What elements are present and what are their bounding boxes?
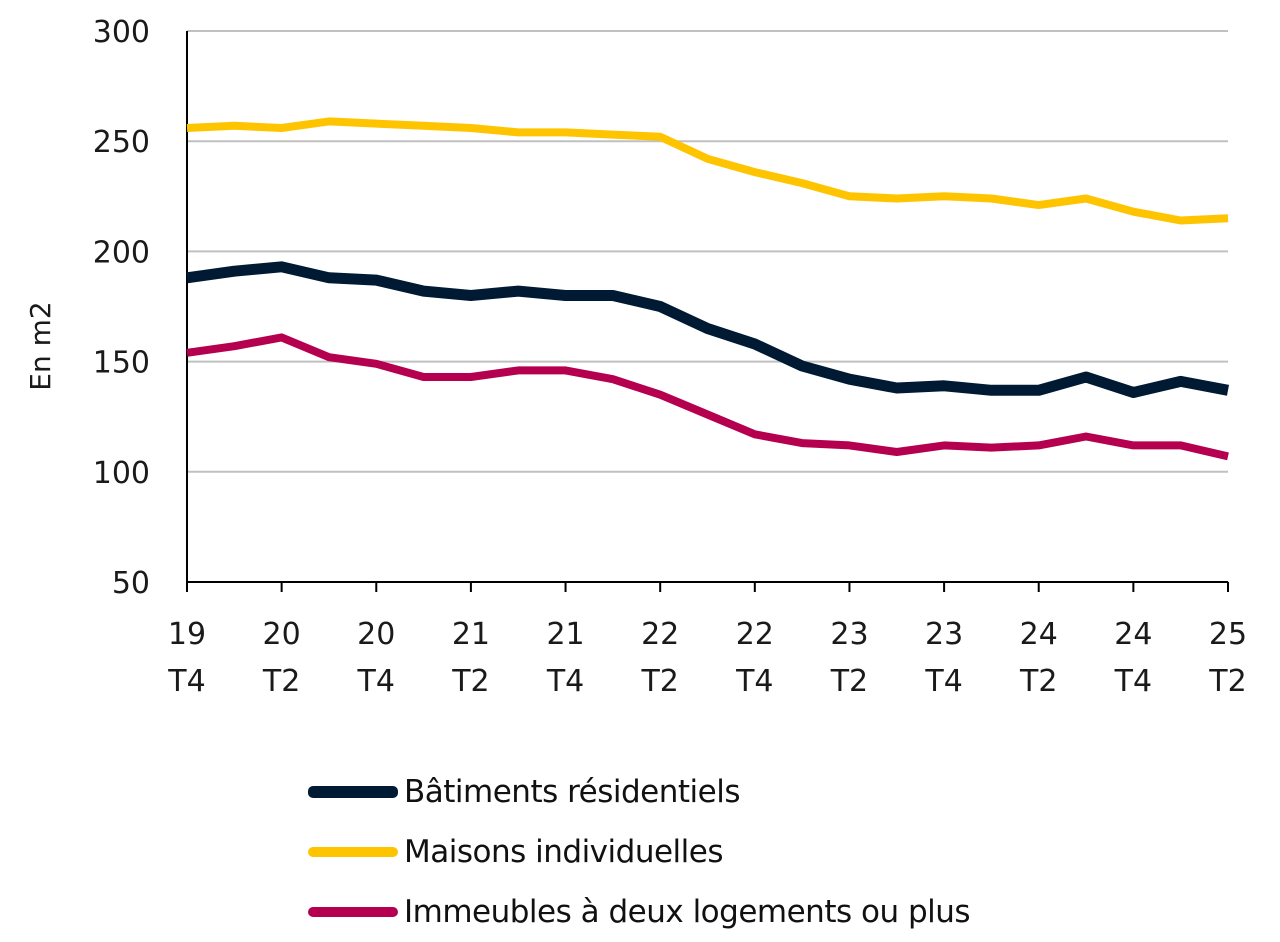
x-tick-label-quarter: T4 [357,664,395,699]
y-axis-label: En m2 [24,301,57,390]
legend-label: Maisons individuelles [404,834,723,870]
x-tick-label-year: 24 [1020,617,1058,652]
series-line-batiments [186,261,1230,398]
x-tick-label-quarter: T4 [167,664,205,699]
y-axis-ticks: 50 100 150 200 250 300 [93,15,150,601]
x-tick-label-year: 20 [357,617,395,652]
axes [186,31,1228,583]
x-tick-label-quarter: T2 [451,664,489,699]
x-tick-label-quarter: T4 [546,664,584,699]
x-tick-label-year: 19 [168,617,206,652]
series-line-maisons [186,117,1229,225]
y-tick-label: 100 [93,456,150,491]
x-tick-label-year: 22 [641,617,679,652]
x-tick-label-year: 21 [452,617,490,652]
x-tick-label-quarter: T2 [640,664,678,699]
legend-swatch-maisons [308,847,398,857]
legend-item-batiments: Bâtiments résidentiels [308,762,970,822]
y-tick-label: 200 [93,235,150,270]
x-tick-label-year: 24 [1114,617,1152,652]
legend-label: Bâtiments résidentiels [404,774,741,810]
y-tick-label: 50 [112,566,150,601]
gridlines [187,30,1228,473]
x-tick-label-quarter: T2 [1208,664,1246,699]
y-tick-label: 150 [93,346,150,381]
x-axis-ticks: 19 T4 20 T2 20 T4 21 T2 21 T4 22 T2 22 T4 23 T2 23 T4 24 T2… [167,582,1247,699]
x-tick-label-quarter: T2 [830,664,868,699]
x-tick-label-year: 25 [1209,617,1247,652]
x-tick-label-quarter: T2 [1019,664,1057,699]
x-tick-label-year: 20 [263,617,301,652]
series-lines [186,117,1230,461]
x-tick-label-year: 22 [736,617,774,652]
x-tick-label-quarter: T2 [262,664,300,699]
legend-item-maisons: Maisons individuelles [308,822,970,882]
series-line-immeubles [186,333,1229,461]
legend-label: Immeubles à deux logements ou plus [404,894,971,930]
x-tick-label-year: 23 [830,617,868,652]
y-tick-label: 300 [93,15,150,50]
x-tick-label-year: 23 [925,617,963,652]
legend-swatch-batiments [308,786,398,798]
y-tick-label: 250 [93,125,150,160]
legend-swatch-immeubles [308,907,398,917]
legend-item-immeubles: Immeubles à deux logements ou plus [308,882,971,942]
x-tick-label-quarter: T4 [735,664,773,699]
x-tick-label-year: 21 [546,617,584,652]
x-tick-label-quarter: T4 [924,664,962,699]
legend: Bâtiments résidentiels Maisons individue… [308,762,971,942]
x-tick-label-quarter: T4 [1114,664,1152,699]
